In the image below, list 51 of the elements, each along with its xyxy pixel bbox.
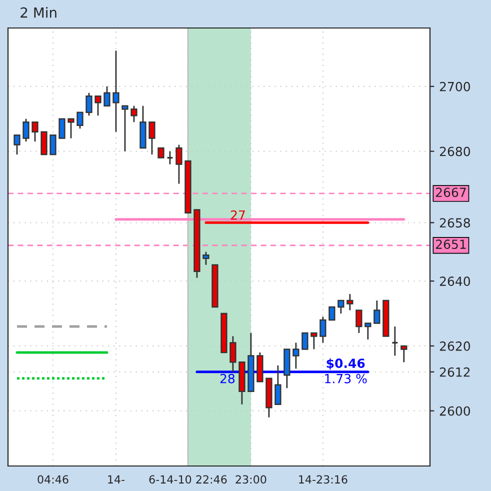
chart-title: 2 Min <box>20 7 56 18</box>
candlestick <box>14 134 20 156</box>
candlestick <box>310 332 318 350</box>
candlestick <box>104 86 110 107</box>
x-tick-label: 04:46 <box>38 475 68 484</box>
candlestick <box>346 293 354 311</box>
candlestick <box>202 251 210 266</box>
candlestick <box>122 105 128 152</box>
candlestick <box>176 144 182 184</box>
annotation: 28 <box>220 374 235 384</box>
x-tick-label: 14-23:16 <box>299 475 348 484</box>
candlestick <box>302 332 308 350</box>
candlestick <box>86 92 92 116</box>
candlestick <box>158 147 164 158</box>
candlestick <box>94 95 102 116</box>
candlestick <box>391 326 398 356</box>
y-tick-label: 2612 <box>440 367 470 377</box>
y-tick-label: 2700 <box>440 82 470 92</box>
candlestick <box>328 306 336 321</box>
candlestick <box>32 121 38 142</box>
candlestick <box>22 118 30 142</box>
candlestick <box>400 345 408 363</box>
candlestick <box>40 131 48 156</box>
candlestick <box>338 300 344 314</box>
annotation: 1.73 % <box>325 374 367 384</box>
y-tick-label: 2620 <box>440 341 470 351</box>
candlestick <box>320 316 326 344</box>
candlestick <box>274 364 282 406</box>
candlestick <box>50 134 56 156</box>
candlestick <box>76 112 84 130</box>
annotation: 27 <box>230 210 245 220</box>
candlestick <box>292 342 300 370</box>
y-tick-label: 2680 <box>440 146 470 156</box>
ref-line-label: 2667 <box>436 188 466 198</box>
candlestick <box>130 105 138 123</box>
ref-line-label: 2651 <box>436 240 466 250</box>
candlestick <box>230 336 236 373</box>
candlestick <box>68 118 74 140</box>
candlestick <box>148 121 156 156</box>
x-tick-label: 23:00 <box>236 475 266 484</box>
y-tick-label: 2640 <box>440 276 470 286</box>
y-tick-label: 2600 <box>440 406 470 416</box>
candlestick <box>112 50 120 133</box>
candlestick <box>58 118 66 139</box>
x-tick-label: 14- <box>108 475 125 484</box>
y-tick-label: 2658 <box>440 218 470 228</box>
candlestick <box>364 322 372 340</box>
candlestick <box>356 310 362 334</box>
candlestick <box>374 300 380 324</box>
annotation: $0.46 <box>326 358 365 370</box>
x-tick-label: 6-14-10 22:46 <box>149 475 227 484</box>
